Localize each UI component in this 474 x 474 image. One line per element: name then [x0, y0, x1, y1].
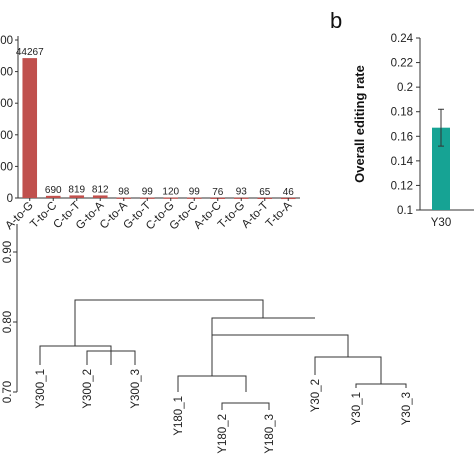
bar: [45, 195, 61, 198]
y-tick-label: 00: [0, 161, 13, 173]
y-tick-label: 0.80: [2, 311, 14, 333]
bar: [432, 127, 450, 210]
dendrogram-branch: [211, 317, 315, 335]
panel-label-b: b: [330, 8, 342, 33]
dendrogram-branch: [211, 334, 349, 376]
x-tick-label: Y30: [431, 217, 451, 229]
dendrogram-branch: [314, 356, 382, 384]
data-label: 46: [283, 187, 295, 198]
y-tick-label: 0.2: [397, 82, 413, 94]
data-label: 98: [118, 187, 130, 198]
data-label: 44267: [16, 47, 44, 58]
y-tick-label: 0.1: [397, 205, 413, 217]
y-tick-label: 00: [0, 98, 13, 110]
data-label: 819: [68, 184, 85, 195]
x-tick-label: T-to-A: [264, 199, 295, 230]
dendrogram-branch: [74, 299, 264, 346]
dendrogram-branch: [86, 350, 136, 365]
y-tick-label: 0.70: [2, 381, 14, 403]
bar: [69, 195, 85, 198]
y-tick-label: 0.90: [2, 241, 14, 263]
leaf-label: Y180_1: [173, 396, 185, 436]
leaf-label: Y180_2: [217, 414, 229, 454]
y-tick-label: 0.24: [391, 33, 414, 45]
editing-rate-bar-chart: b 0.1 0.12 0.14 0.16 0.18 0.2 0.22 0.24 Overall …: [330, 8, 474, 229]
y-tick-label: 0.12: [391, 180, 413, 192]
y-tick-label: 00: [0, 130, 13, 142]
leaf-label: Y180_3: [264, 414, 276, 454]
y-tick-label: 00: [0, 67, 13, 79]
leaf-label: Y30_1: [351, 392, 363, 425]
dendrogram-branch: [39, 345, 112, 365]
y-tick-label: 00: [0, 35, 13, 47]
data-label: 690: [45, 185, 62, 196]
data-label: 65: [259, 187, 271, 198]
dendrogram-branch: [355, 383, 407, 388]
dendrogram-branch: [221, 402, 270, 410]
substitution-bar-chart: 0000000000044267A-to-G690T-to-C819C-to-T…: [0, 35, 300, 233]
y-tick-label: 0.22: [391, 58, 413, 70]
data-label: 120: [162, 187, 179, 198]
y-axis-title: Overall editing rate: [352, 65, 367, 183]
data-label: 76: [212, 187, 224, 198]
y-tick-label: 0.16: [391, 131, 413, 143]
leaf-label: Y300_2: [82, 369, 94, 409]
cluster-dendrogram: 0.70 0.80 0.90 Y300_1 Y300_2 Y300_3 Y180_1 Y180…: [2, 224, 413, 454]
y-tick-label: 0.18: [391, 107, 413, 119]
data-label: 93: [236, 187, 248, 198]
dendrogram-branch: [177, 375, 247, 392]
x-tick-label: A-to-T: [240, 200, 271, 231]
bar: [92, 195, 108, 198]
y-tick-label: 0: [7, 193, 13, 205]
data-label: 812: [92, 184, 109, 195]
data-label: 99: [189, 187, 201, 198]
leaf-label: Y300_1: [35, 369, 47, 409]
bar: [22, 58, 38, 199]
leaf-label: Y30_2: [310, 379, 322, 412]
y-tick-label: 0.14: [391, 156, 414, 168]
leaf-label: Y30_3: [401, 392, 413, 425]
data-label: 99: [142, 187, 154, 198]
leaf-label: Y300_3: [130, 369, 142, 409]
